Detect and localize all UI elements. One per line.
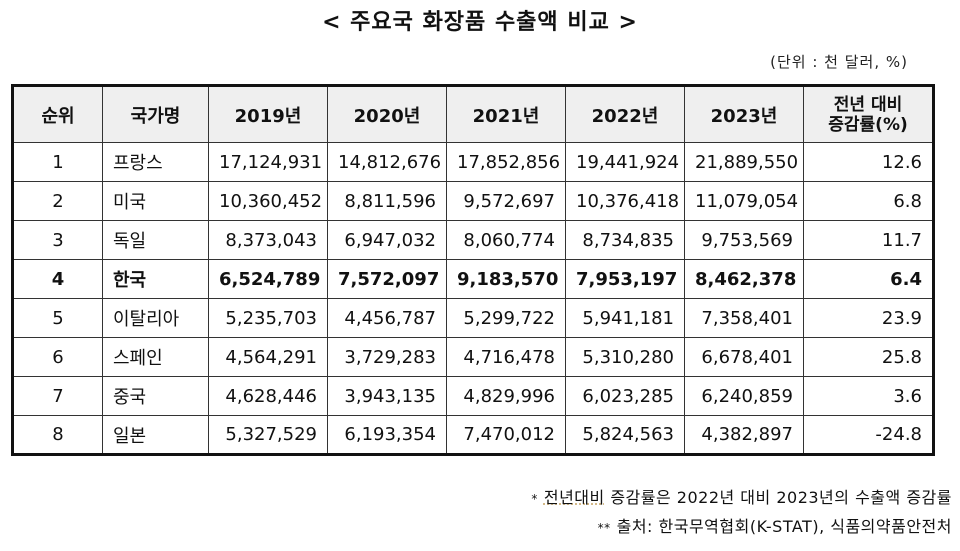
cell-growth: 25.8 bbox=[803, 337, 934, 377]
header-rank: 순위 bbox=[12, 85, 103, 143]
cell-2020: 7,572,097 bbox=[327, 259, 447, 299]
header-2020: 2020년 bbox=[327, 85, 447, 143]
footnote-mark-single: * bbox=[531, 492, 538, 506]
cell-country: 중국 bbox=[102, 376, 209, 416]
cell-2019: 5,235,703 bbox=[208, 298, 328, 338]
cell-2020: 6,947,032 bbox=[327, 220, 447, 260]
cell-2022: 6,023,285 bbox=[565, 376, 685, 416]
cell-2021: 5,299,722 bbox=[446, 298, 566, 338]
table-row: 8 일본 5,327,529 6,193,354 7,470,012 5,824… bbox=[12, 415, 934, 455]
cell-2020: 3,729,283 bbox=[327, 337, 447, 377]
cell-rank: 7 bbox=[12, 376, 103, 416]
cell-2020: 4,456,787 bbox=[327, 298, 447, 338]
cell-country: 이탈리아 bbox=[102, 298, 209, 338]
cell-2022: 7,953,197 bbox=[565, 259, 685, 299]
cell-2021: 17,852,856 bbox=[446, 142, 566, 182]
cell-2020: 3,943,135 bbox=[327, 376, 447, 416]
cell-2023: 8,462,378 bbox=[684, 259, 804, 299]
cell-rank: 6 bbox=[12, 337, 103, 377]
table-row: 2 미국 10,360,452 8,811,596 9,572,697 10,3… bbox=[12, 181, 934, 221]
footnote-growth-definition: * 전년대비 증감률은 2022년 대비 2023년의 수출액 증감률 bbox=[531, 484, 952, 513]
page-title: < 주요국 화장품 수출액 비교 > bbox=[322, 10, 638, 35]
table-row: 3 독일 8,373,043 6,947,032 8,060,774 8,734… bbox=[12, 220, 934, 260]
cell-2022: 5,310,280 bbox=[565, 337, 685, 377]
cell-2019: 6,524,789 bbox=[208, 259, 328, 299]
header-2019: 2019년 bbox=[208, 85, 328, 143]
table-row: 6 스페인 4,564,291 3,729,283 4,716,478 5,31… bbox=[12, 337, 934, 377]
cell-rank: 5 bbox=[12, 298, 103, 338]
header-2021: 2021년 bbox=[446, 85, 566, 143]
cell-rank: 4 bbox=[12, 259, 103, 299]
cell-2023: 6,678,401 bbox=[684, 337, 804, 377]
header-country: 국가명 bbox=[102, 85, 209, 143]
footnote-text: 증감률은 2022년 대비 2023년의 수출액 증감률 bbox=[604, 488, 952, 507]
cell-rank: 8 bbox=[12, 415, 103, 455]
cell-2021: 9,183,570 bbox=[446, 259, 566, 299]
header-2022: 2022년 bbox=[565, 85, 685, 143]
header-growth-line2: 증감률(%) bbox=[828, 114, 908, 135]
cell-growth: 6.8 bbox=[803, 181, 934, 221]
export-comparison-table: 순위 국가명 2019년 2020년 2021년 2022년 2023년 전년 … bbox=[11, 84, 935, 456]
cell-2022: 5,824,563 bbox=[565, 415, 685, 455]
cell-country: 프랑스 bbox=[102, 142, 209, 182]
cell-country: 한국 bbox=[102, 259, 209, 299]
cell-2021: 4,829,996 bbox=[446, 376, 566, 416]
cell-2019: 4,628,446 bbox=[208, 376, 328, 416]
cell-country: 일본 bbox=[102, 415, 209, 455]
cell-growth: -24.8 bbox=[803, 415, 934, 455]
table-row: 1 프랑스 17,124,931 14,812,676 17,852,856 1… bbox=[12, 142, 934, 182]
table-header-row: 순위 국가명 2019년 2020년 2021년 2022년 2023년 전년 … bbox=[12, 85, 934, 143]
cell-2021: 7,470,012 bbox=[446, 415, 566, 455]
header-growth: 전년 대비 증감률(%) bbox=[803, 85, 934, 143]
cell-2022: 5,941,181 bbox=[565, 298, 685, 338]
footnote-mark-double: ** bbox=[597, 521, 611, 535]
cell-2020: 14,812,676 bbox=[327, 142, 447, 182]
cell-country: 미국 bbox=[102, 181, 209, 221]
cell-2021: 9,572,697 bbox=[446, 181, 566, 221]
footnotes: * 전년대비 증감률은 2022년 대비 2023년의 수출액 증감률 ** 출처:… bbox=[531, 484, 952, 542]
footnote-source-text: 출처: 한국무역협회(K-STAT), 식품의약품안전처 bbox=[616, 517, 952, 536]
cell-2023: 9,753,569 bbox=[684, 220, 804, 260]
cell-growth: 11.7 bbox=[803, 220, 934, 260]
footnote-source: ** 출처: 한국무역협회(K-STAT), 식품의약품안전처 bbox=[531, 513, 952, 542]
unit-label: (단위 : 천 달러, %) bbox=[770, 53, 908, 71]
cell-2019: 5,327,529 bbox=[208, 415, 328, 455]
cell-growth: 6.4 bbox=[803, 259, 934, 299]
cell-rank: 3 bbox=[12, 220, 103, 260]
header-2023: 2023년 bbox=[684, 85, 804, 143]
cell-country: 독일 bbox=[102, 220, 209, 260]
cell-2022: 8,734,835 bbox=[565, 220, 685, 260]
table-row: 7 중국 4,628,446 3,943,135 4,829,996 6,023… bbox=[12, 376, 934, 416]
cell-2023: 7,358,401 bbox=[684, 298, 804, 338]
cell-rank: 2 bbox=[12, 181, 103, 221]
cell-growth: 3.6 bbox=[803, 376, 934, 416]
footnote-underlined-term: 전년대비 bbox=[543, 488, 605, 507]
cell-2023: 11,079,054 bbox=[684, 181, 804, 221]
table-row-highlighted-korea: 4 한국 6,524,789 7,572,097 9,183,570 7,953… bbox=[12, 259, 934, 299]
cell-2020: 8,811,596 bbox=[327, 181, 447, 221]
cell-2021: 4,716,478 bbox=[446, 337, 566, 377]
cell-rank: 1 bbox=[12, 142, 103, 182]
cell-2022: 10,376,418 bbox=[565, 181, 685, 221]
cell-2023: 21,889,550 bbox=[684, 142, 804, 182]
cell-2019: 17,124,931 bbox=[208, 142, 328, 182]
cell-2019: 4,564,291 bbox=[208, 337, 328, 377]
cell-2023: 4,382,897 bbox=[684, 415, 804, 455]
cell-2019: 8,373,043 bbox=[208, 220, 328, 260]
cell-growth: 23.9 bbox=[803, 298, 934, 338]
header-growth-line1: 전년 대비 bbox=[833, 94, 903, 115]
cell-2021: 8,060,774 bbox=[446, 220, 566, 260]
cell-2022: 19,441,924 bbox=[565, 142, 685, 182]
cell-growth: 12.6 bbox=[803, 142, 934, 182]
cell-2020: 6,193,354 bbox=[327, 415, 447, 455]
cell-2019: 10,360,452 bbox=[208, 181, 328, 221]
cell-2023: 6,240,859 bbox=[684, 376, 804, 416]
table-row: 5 이탈리아 5,235,703 4,456,787 5,299,722 5,9… bbox=[12, 298, 934, 338]
cell-country: 스페인 bbox=[102, 337, 209, 377]
